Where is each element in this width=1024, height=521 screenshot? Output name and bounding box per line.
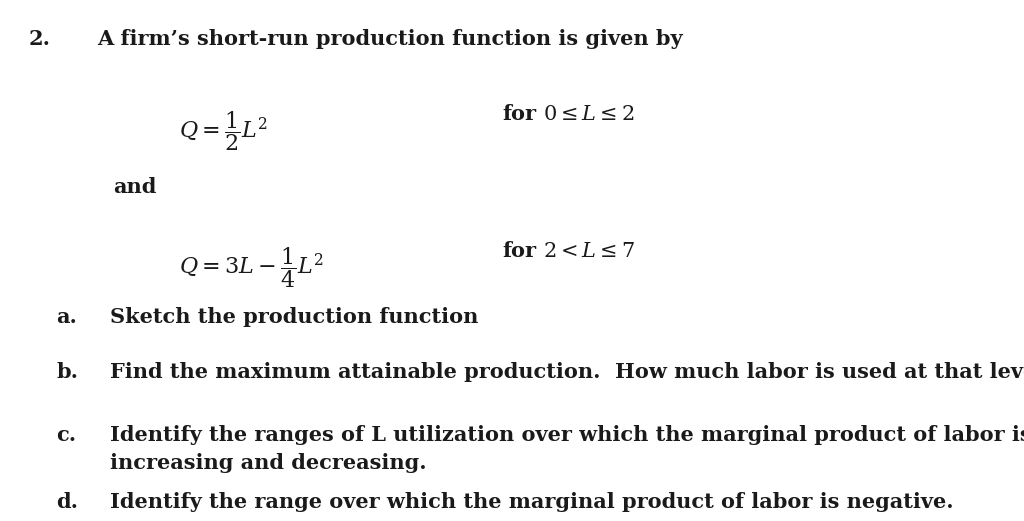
Text: b.: b. bbox=[56, 362, 78, 382]
Text: Identify the range over which the marginal product of labor is negative.: Identify the range over which the margin… bbox=[110, 492, 953, 512]
Text: for $0 \leq L \leq 2$: for $0 \leq L \leq 2$ bbox=[502, 104, 634, 124]
Text: c.: c. bbox=[56, 425, 77, 444]
Text: Sketch the production function: Sketch the production function bbox=[110, 307, 478, 327]
Text: Find the maximum attainable production.  How much labor is used at that level?: Find the maximum attainable production. … bbox=[110, 362, 1024, 382]
Text: for $2 < L \leq 7$: for $2 < L \leq 7$ bbox=[502, 241, 635, 261]
Text: A firm’s short-run production function is given by: A firm’s short-run production function i… bbox=[97, 29, 683, 48]
Text: $Q = \dfrac{1}{2}L^2$: $Q = \dfrac{1}{2}L^2$ bbox=[179, 109, 268, 153]
Text: d.: d. bbox=[56, 492, 78, 512]
Text: $Q = 3L - \dfrac{1}{4}L^2$: $Q = 3L - \dfrac{1}{4}L^2$ bbox=[179, 245, 324, 290]
Text: 2.: 2. bbox=[29, 29, 50, 48]
Text: Identify the ranges of L utilization over which the marginal product of labor is: Identify the ranges of L utilization ove… bbox=[110, 425, 1024, 473]
Text: and: and bbox=[113, 177, 156, 197]
Text: a.: a. bbox=[56, 307, 77, 327]
